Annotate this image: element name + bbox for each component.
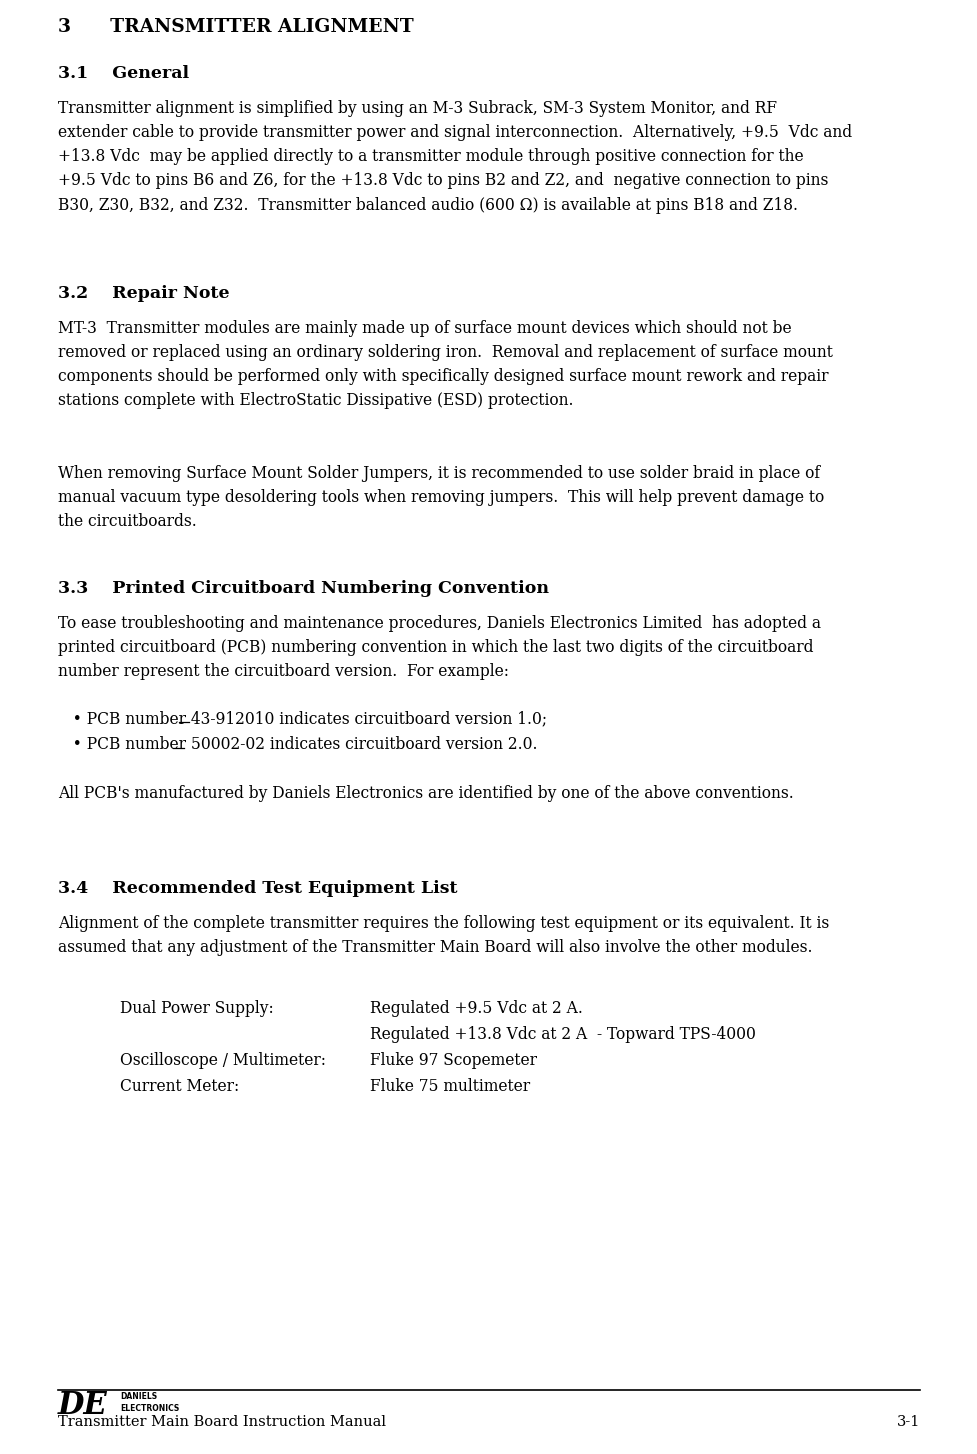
Text: • PCB number 50002-02 indicates circuitboard version 2.0.: • PCB number 50002-02 indicates circuitb…: [58, 736, 537, 753]
Text: Transmitter alignment is simplified by using an M-3 Subrack, SM-3 System Monitor: Transmitter alignment is simplified by u…: [58, 100, 851, 214]
Text: 3      TRANSMITTER ALIGNMENT: 3 TRANSMITTER ALIGNMENT: [58, 17, 413, 36]
Text: When removing Surface Mount Solder Jumpers, it is recommended to use solder brai: When removing Surface Mount Solder Jumpe…: [58, 465, 824, 531]
Text: MT-3  Transmitter modules are mainly made up of surface mount devices which shou: MT-3 Transmitter modules are mainly made…: [58, 320, 832, 410]
Text: Current Meter:: Current Meter:: [120, 1077, 239, 1095]
Text: 3-1: 3-1: [896, 1415, 919, 1429]
Text: 3.4    Recommended Test Equipment List: 3.4 Recommended Test Equipment List: [58, 880, 457, 897]
Text: ELECTRONICS: ELECTRONICS: [120, 1405, 179, 1413]
Text: 3.2    Repair Note: 3.2 Repair Note: [58, 285, 230, 302]
Text: Regulated +9.5 Vdc at 2 A.: Regulated +9.5 Vdc at 2 A.: [369, 1000, 582, 1016]
Text: Regulated +13.8 Vdc at 2 A  - Topward TPS-4000: Regulated +13.8 Vdc at 2 A - Topward TPS…: [369, 1027, 755, 1043]
Text: Oscilloscope / Multimeter:: Oscilloscope / Multimeter:: [120, 1053, 325, 1069]
Text: Fluke 97 Scopemeter: Fluke 97 Scopemeter: [369, 1053, 536, 1069]
Text: All PCB's manufactured by Daniels Electronics are identified by one of the above: All PCB's manufactured by Daniels Electr…: [58, 785, 793, 803]
Text: Dual Power Supply:: Dual Power Supply:: [120, 1000, 274, 1016]
Text: 3.3    Printed Circuitboard Numbering Convention: 3.3 Printed Circuitboard Numbering Conve…: [58, 580, 548, 598]
Text: • PCB number 43-912010 indicates circuitboard version 1.0;: • PCB number 43-912010 indicates circuit…: [58, 710, 546, 727]
Text: 3.1    General: 3.1 General: [58, 65, 189, 81]
Text: Alignment of the complete transmitter requires the following test equipment or i: Alignment of the complete transmitter re…: [58, 915, 828, 957]
Text: To ease troubleshooting and maintenance procedures, Daniels Electronics Limited : To ease troubleshooting and maintenance …: [58, 615, 820, 680]
Text: Transmitter Main Board Instruction Manual: Transmitter Main Board Instruction Manua…: [58, 1415, 386, 1429]
Text: DE: DE: [58, 1390, 107, 1421]
Text: Fluke 75 multimeter: Fluke 75 multimeter: [369, 1077, 530, 1095]
Text: DANIELS: DANIELS: [120, 1391, 157, 1402]
